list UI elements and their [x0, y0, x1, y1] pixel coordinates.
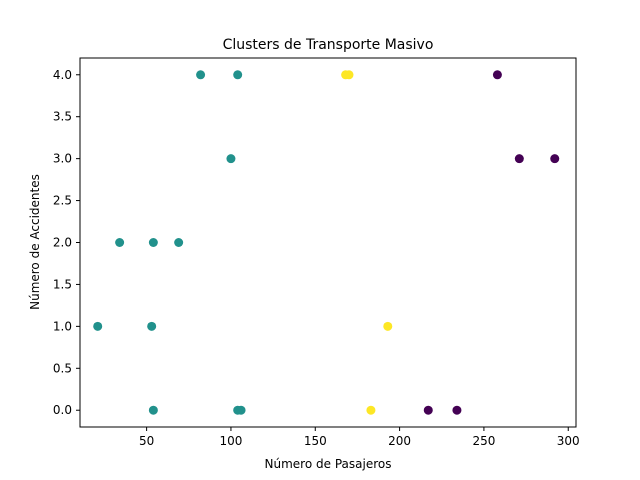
chart-title: Clusters de Transporte Masivo — [223, 37, 434, 53]
scatter-point — [492, 70, 502, 80]
x-tick-label: 200 — [388, 434, 411, 448]
scatter-point — [147, 321, 157, 331]
x-tick-label: 150 — [304, 434, 327, 448]
scatter-point — [236, 405, 246, 415]
scatter-point — [366, 405, 376, 415]
scatter-point — [196, 70, 206, 80]
x-tick-label: 300 — [557, 434, 580, 448]
scatter-point — [344, 70, 354, 80]
x-tick-label: 50 — [139, 434, 154, 448]
scatter-point — [423, 405, 433, 415]
y-tick-label: 1.0 — [53, 319, 72, 333]
y-tick-label: 3.0 — [53, 152, 72, 166]
scatter-point — [452, 405, 462, 415]
scatter-point — [115, 238, 125, 247]
y-tick-label: 2.0 — [53, 236, 72, 250]
x-axis-label: Número de Pasajeros — [265, 457, 392, 471]
scatter-point — [233, 70, 243, 80]
scatter-point — [148, 238, 158, 247]
y-tick-label: 3.5 — [53, 110, 72, 124]
y-tick-label: 2.5 — [53, 194, 72, 208]
axis-ticks: 50 100 150 200 250 300 0.0 0.5 1.0 1.5 2.0 2.5 3.0 3.… — [53, 68, 580, 448]
scatter-point — [550, 154, 560, 164]
y-tick-label: 1.5 — [53, 277, 72, 291]
axes-frame — [79, 57, 577, 428]
y-tick-label: 0.0 — [53, 403, 72, 417]
x-tick-label: 250 — [472, 434, 495, 448]
scatter-point — [383, 321, 393, 331]
x-tick-label: 100 — [219, 434, 242, 448]
scatter-point — [148, 405, 158, 415]
scatter-point — [174, 238, 184, 247]
scatter-point — [514, 154, 524, 164]
scatter-point — [226, 154, 236, 164]
y-tick-label: 4.0 — [53, 68, 72, 82]
scatter-point — [93, 321, 103, 331]
y-axis-label: Número de Accidentes — [28, 174, 42, 310]
y-tick-label: 0.5 — [53, 361, 72, 375]
plot-area — [93, 70, 560, 415]
